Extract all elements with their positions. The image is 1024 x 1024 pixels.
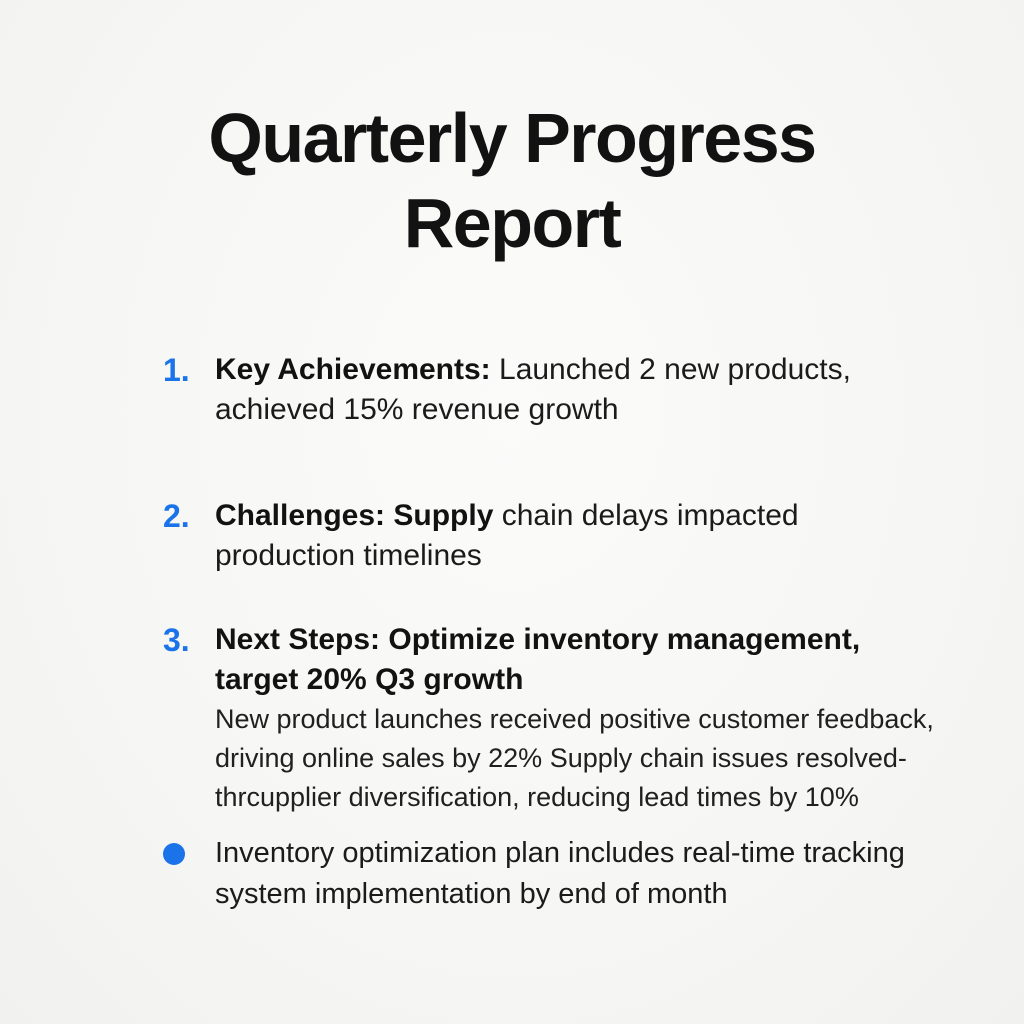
page-title-text: Quarterly Progress Report <box>208 99 817 263</box>
bullet-dot-icon <box>163 843 185 865</box>
item-text: Key Achievements: Launched 2 new product… <box>215 350 895 430</box>
item-lead: Next Steps: Optimize <box>215 623 516 656</box>
item-lead: Challenges: Supply <box>215 499 494 532</box>
item-text: Next Steps: Optimize inventory managemen… <box>215 620 895 700</box>
item-number: 3. <box>163 622 190 658</box>
supporting-paragraph: New product launches received positive c… <box>215 700 995 817</box>
item-rest: Launched 2 new products, achieved 15% re… <box>215 353 851 426</box>
item-lead: Key Achievements: <box>215 353 491 386</box>
item-rest: inventory management, target 20% Q3 grow… <box>215 623 861 696</box>
bullet-text: Inventory optimization plan includes rea… <box>215 837 905 910</box>
paragraph-line: New product launches received positive c… <box>215 704 934 734</box>
item-text: Challenges: Supply chain delays impacted… <box>215 496 895 576</box>
page-title: Quarterly Progress Report <box>0 96 1024 267</box>
bullet-item-inventory-plan: Inventory optimization plan includes rea… <box>163 833 915 915</box>
list-item-key-achievements: 1. Key Achievements: Launched 2 new prod… <box>163 350 895 430</box>
list-item-challenges: 2. Challenges: Supply chain delays impac… <box>163 496 895 576</box>
item-rest: chain delays impacted production timelin… <box>215 499 799 572</box>
item-number: 2. <box>163 498 190 534</box>
list-item-next-steps: 3. Next Steps: Optimize inventory manage… <box>163 620 895 700</box>
paragraph-line: thrcupplier diversification, reducing le… <box>215 782 859 812</box>
item-number: 1. <box>163 352 190 388</box>
paragraph-line: driving online sales by 22% Supply chain… <box>215 743 907 773</box>
